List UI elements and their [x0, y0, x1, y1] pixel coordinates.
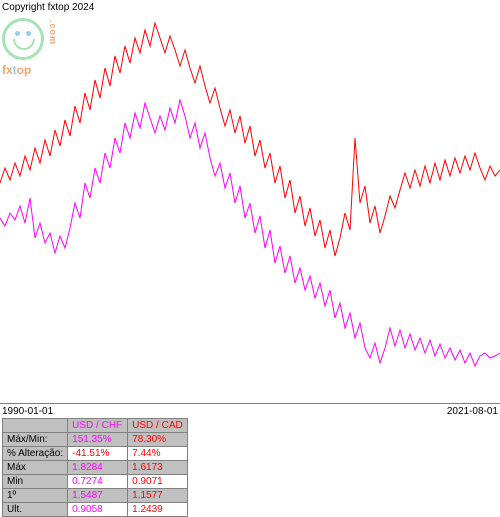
- row-label: Máx: [3, 461, 68, 475]
- cell-series1: 0.7274: [68, 475, 128, 489]
- row-label: Ult.: [3, 503, 68, 517]
- cell-series1: 1.8284: [68, 461, 128, 475]
- row-label: 1º: [3, 489, 68, 503]
- cell-series2: 1.2439: [128, 503, 188, 517]
- date-start-label: 1990-01-01: [2, 406, 53, 417]
- cell-series2: 78.30%: [128, 433, 188, 447]
- col-header-series1: USD / CHF: [68, 419, 128, 433]
- cell-series2: 1.1577: [128, 489, 188, 503]
- row-label: % Alteração:: [3, 447, 68, 461]
- row-label: Min: [3, 475, 68, 489]
- cell-series2: 7.44%: [128, 447, 188, 461]
- date-end-label: 2021-08-01: [447, 406, 498, 417]
- stats-table: USD / CHF USD / CAD Máx/Min:151.35%78.30…: [2, 418, 188, 517]
- cell-series1: 1.5487: [68, 489, 128, 503]
- cell-series1: 0.9058: [68, 503, 128, 517]
- table-corner: [3, 419, 68, 433]
- cell-series1: 151.35%: [68, 433, 128, 447]
- cell-series2: 0.9071: [128, 475, 188, 489]
- col-header-series2: USD / CAD: [128, 419, 188, 433]
- currency-chart: [0, 8, 500, 404]
- row-label: Máx/Min:: [3, 433, 68, 447]
- cell-series1: -41.51%: [68, 447, 128, 461]
- cell-series2: 1.6173: [128, 461, 188, 475]
